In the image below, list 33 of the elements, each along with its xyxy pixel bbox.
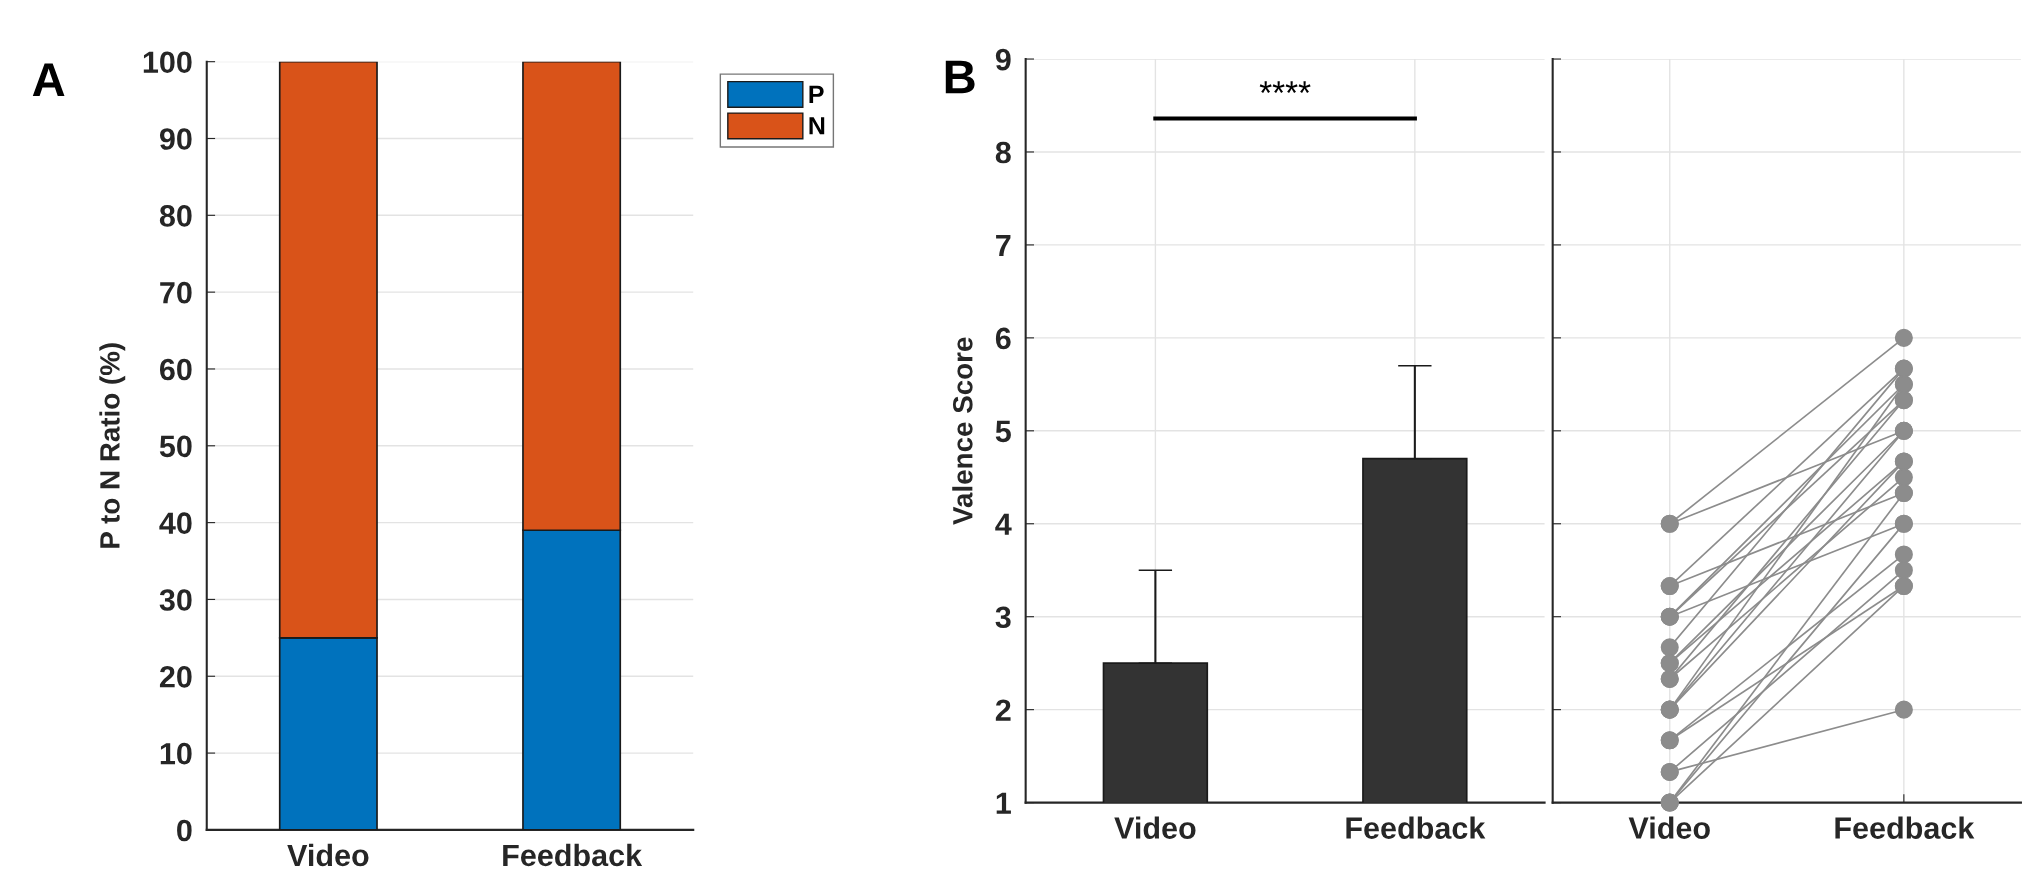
y-tick-label: 8 [995,141,1011,164]
text: A [32,63,65,96]
y-tick-label: 3 [995,606,1011,629]
y-tick-label: 2 [995,699,1011,721]
x-tick-label: Video [1114,816,1196,839]
x-tick-label: Feedback [1835,816,1975,839]
y-tick-label: 20 [159,665,192,688]
y-tick-label: 40 [159,512,192,534]
y-axis-title: P to N Ratio (%) [99,343,126,548]
y-tick-label: 30 [159,589,192,611]
x-tick-label: Feedback [1346,816,1486,839]
y-tick-label: 1 [996,792,1011,814]
x-tick-label: Video [287,843,369,867]
y-tick-label: 10 [160,742,192,765]
y-axis-title: Valence Score [952,337,973,525]
y-tick-label: 70 [160,281,192,304]
y-tick-label: 100 [143,51,192,74]
text: B [945,60,975,94]
legend-label: N [809,117,825,135]
y-tick-label: 80 [159,205,192,227]
y-tick-label: 4 [995,513,1012,535]
y-tick-label: 9 [995,48,1011,71]
y-tick-label: 50 [159,435,192,458]
y-tick-label: 60 [160,358,192,381]
y-tick-label: 90 [159,128,192,150]
y-tick-label: 7 [996,234,1011,256]
legend-label: P [809,85,824,103]
x-tick-label: Video [1628,816,1710,839]
y-tick-label: 6 [995,327,1011,350]
y-tick-label: 5 [995,420,1011,443]
y-tick-label: 0 [177,819,192,842]
x-tick-label: Feedback [503,843,643,867]
annotation: **** [1259,81,1311,93]
